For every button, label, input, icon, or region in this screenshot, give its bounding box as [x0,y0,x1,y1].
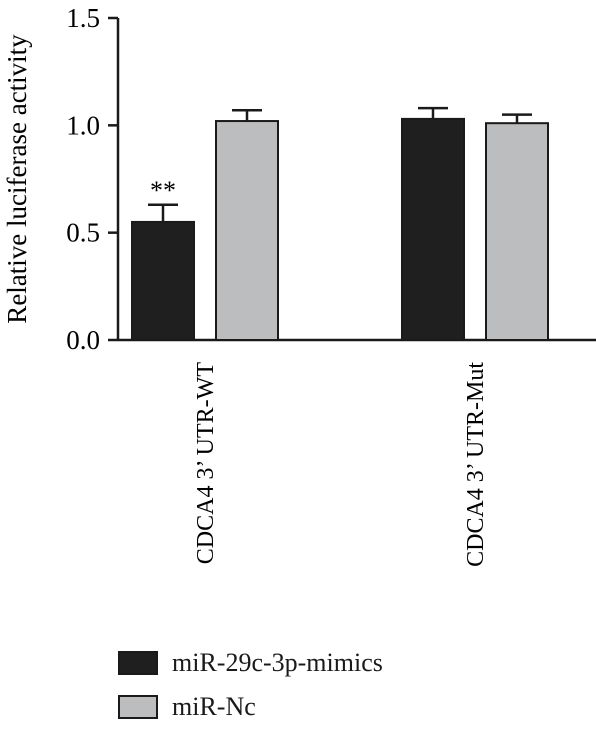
x-category-label: CDCA4 3’ UTR-Mut [463,362,489,567]
legend-label-1: miR-Nc [172,692,256,721]
y-axis-title: Relative luciferase activity [2,34,32,324]
bars: ** [131,106,549,342]
y-tick-label: 1.0 [66,110,100,140]
legend-swatch-0 [118,651,158,675]
legend-label-0: miR-29c-3p-mimics [172,648,383,677]
legend-swatch-1 [118,695,158,719]
legend: miR-29c-3p-mimics miR-Nc [118,648,383,736]
y-tick-label: 0.5 [66,218,100,248]
bar-chart: 0.00.51.01.5 ** CDCA4 3’ UTR-WT CDCA4 3’ … [2,3,596,567]
bar-1-1 [485,122,549,342]
x-category-labels: CDCA4 3’ UTR-WT CDCA4 3’ UTR-Mut [193,362,489,567]
bar-1-0 [401,117,465,342]
significance-annotation: ** [150,176,176,205]
legend-item-0: miR-29c-3p-mimics [118,648,383,678]
y-tick-label: 1.5 [66,3,100,33]
y-tick-label: 0.0 [66,325,100,355]
bar-0-1 [215,120,279,342]
legend-item-1: miR-Nc [118,692,383,722]
y-ticks: 0.0 0.5 1.0 1.5 [66,3,118,355]
bar-0-0 [131,220,195,341]
x-category-label: CDCA4 3’ UTR-WT [193,362,219,565]
